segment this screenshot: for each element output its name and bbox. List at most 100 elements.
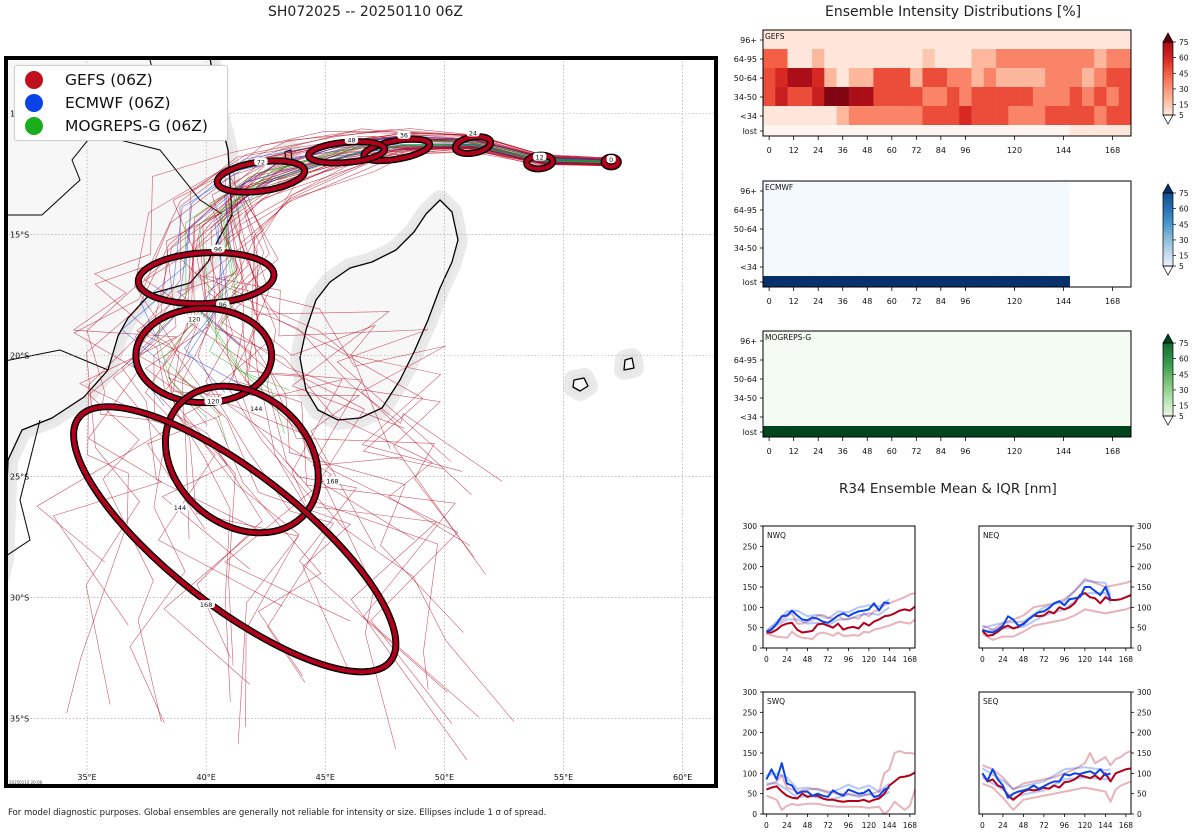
intensity-cell <box>836 257 850 276</box>
intensity-cell <box>763 331 776 350</box>
intensity-cell <box>1057 331 1070 350</box>
intensity-cell <box>910 219 923 238</box>
intensity-cell <box>1081 68 1095 87</box>
lon-tick-label: 40°E <box>197 773 216 782</box>
intensity-cell <box>1057 125 1070 136</box>
intensity-cell <box>848 219 862 238</box>
lat-tick-label: 35°S <box>10 714 29 723</box>
intensity-cell <box>1118 125 1132 136</box>
intensity-cell <box>861 369 874 388</box>
intensity-row-label: lost <box>743 127 757 136</box>
intensity-cell <box>971 350 985 369</box>
intensity-cell <box>861 200 874 219</box>
intensity-cell <box>763 407 776 426</box>
intensity-cell <box>763 87 776 106</box>
colorbar-swatch <box>1163 73 1173 77</box>
intensity-cell <box>787 331 801 350</box>
intensity-cell <box>983 87 997 106</box>
intensity-cell <box>922 68 936 87</box>
ecmwf-mean-line <box>982 586 1112 634</box>
intensity-cell <box>934 68 948 87</box>
intensity-cell <box>1008 257 1021 276</box>
intensity-cell <box>848 87 862 106</box>
intensity-cell <box>971 238 985 257</box>
intensity-cell <box>848 276 862 287</box>
intensity-cell <box>1008 276 1021 287</box>
intensity-cell <box>1118 369 1132 388</box>
intensity-cell <box>787 257 801 276</box>
intensity-cell <box>763 388 776 407</box>
intensity-cell <box>1032 125 1046 136</box>
colorbar-swatch <box>1163 95 1173 99</box>
intensity-cell <box>947 181 960 200</box>
intensity-frame <box>762 330 1132 438</box>
intensity-cell <box>996 125 1009 136</box>
intensity-cell <box>885 276 899 287</box>
intensity-cell <box>1118 87 1132 106</box>
intensity-cell <box>873 68 886 87</box>
intensity-cell <box>934 87 948 106</box>
colorbar-swatch <box>1163 411 1173 415</box>
colorbar-swatch <box>1163 372 1173 376</box>
intensity-cell <box>1020 426 1034 437</box>
intensity-cell <box>812 257 825 276</box>
intensity-cell <box>861 125 874 136</box>
colorbar-swatch <box>1163 214 1173 218</box>
intensity-hour-tick: 144 <box>1056 447 1071 456</box>
intensity-cell <box>1069 388 1083 407</box>
colorbar-tick-label: 30 <box>1179 85 1189 94</box>
colorbar-swatch <box>1163 71 1173 75</box>
intensity-cell <box>763 125 776 136</box>
intensity-row-label: 96+ <box>740 36 757 45</box>
intensity-cell <box>1069 68 1083 87</box>
colorbar-swatch <box>1163 403 1173 407</box>
intensity-cell <box>996 238 1009 257</box>
intensity-cell <box>1094 68 1107 87</box>
colorbar-swatch <box>1163 59 1173 62</box>
lat-tick-label: 15°S <box>10 231 29 240</box>
intensity-cell <box>1106 369 1120 388</box>
intensity-cell <box>763 30 776 49</box>
intensity-cell <box>983 388 997 407</box>
intensity-cell <box>934 388 948 407</box>
intensity-hour-tick: 84 <box>936 297 946 306</box>
intensity-cell <box>897 350 911 369</box>
intensity-cell <box>885 200 899 219</box>
r34-x-tick: 96 <box>844 821 854 830</box>
intensity-cell <box>824 350 837 369</box>
intensity-cell <box>812 30 825 49</box>
intensity-cell <box>787 276 801 287</box>
intensity-hour-tick: 48 <box>862 297 872 306</box>
forecast-hour-label: 72 <box>257 158 265 166</box>
r34-y-tick: 150 <box>743 583 758 592</box>
intensity-cell <box>1106 87 1120 106</box>
intensity-hour-tick: 96 <box>960 146 970 155</box>
intensity-cell <box>971 68 985 87</box>
intensity-cell <box>787 219 801 238</box>
intensity-cell <box>983 68 997 87</box>
intensity-cell <box>1106 388 1120 407</box>
intensity-cell <box>1008 331 1021 350</box>
intensity-cell <box>885 125 899 136</box>
intensity-cell <box>812 200 825 219</box>
colorbar-swatch <box>1163 76 1173 79</box>
r34-y-tick: 0 <box>752 810 757 819</box>
intensity-cell <box>1094 350 1107 369</box>
intensity-row-label: <34 <box>740 413 757 422</box>
r34-x-tick: 0 <box>980 821 985 830</box>
r34-y-tick: 50 <box>747 790 757 799</box>
colorbar-swatch <box>1163 83 1173 87</box>
intensity-cell <box>1032 407 1046 426</box>
intensity-cell <box>1020 68 1034 87</box>
r34-x-tick: 144 <box>1098 821 1113 830</box>
intensity-cell <box>1081 87 1095 106</box>
gefs-mean-line <box>981 592 1132 637</box>
intensity-cell <box>763 181 776 200</box>
gefs-member-track <box>134 135 610 540</box>
r34-x-tick: 24 <box>998 821 1008 830</box>
country-border <box>119 139 223 215</box>
intensity-cell <box>836 350 850 369</box>
colorbar-swatch <box>1163 343 1173 346</box>
intensity-cell <box>824 331 837 350</box>
intensity-cell <box>996 49 1009 68</box>
